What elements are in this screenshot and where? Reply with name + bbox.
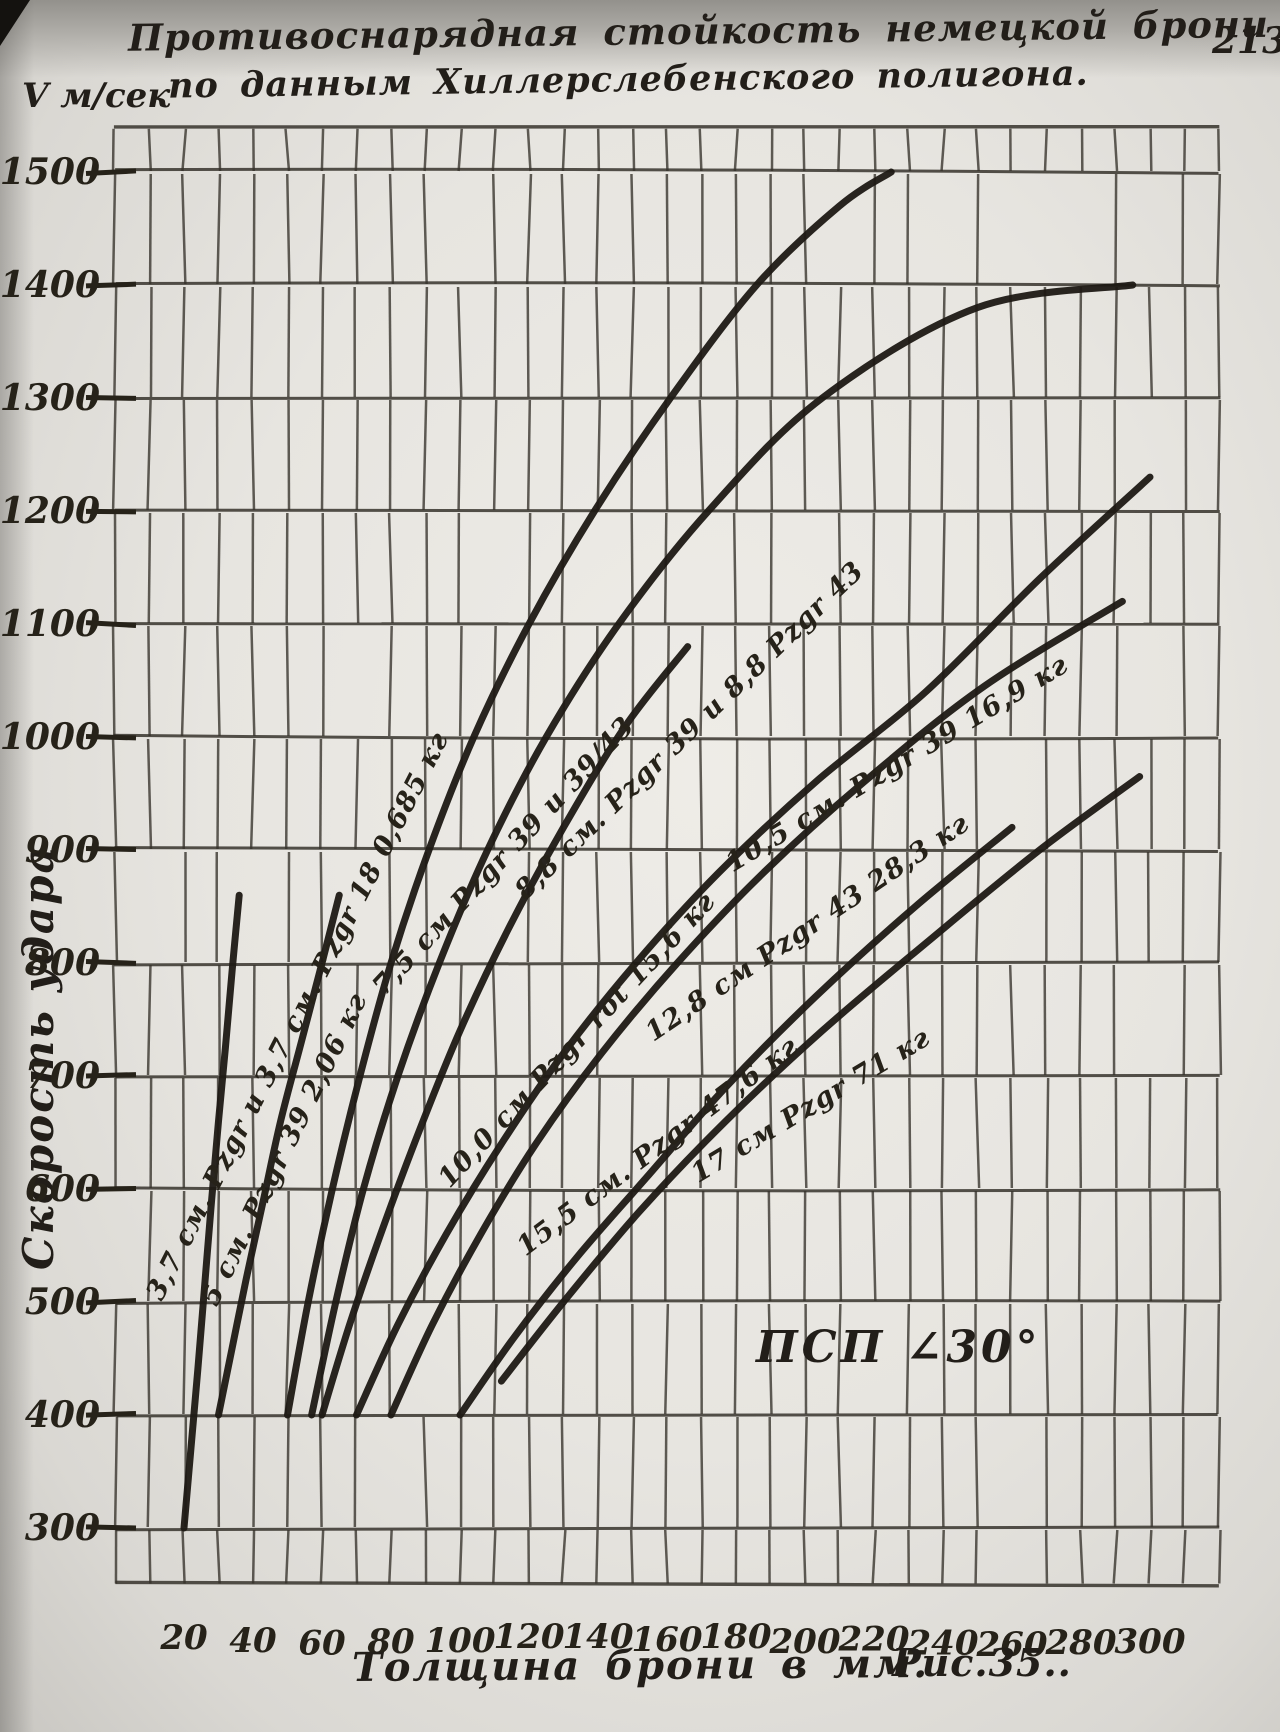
x-tick-label: 100 xyxy=(425,1621,496,1661)
y-tick-label: 1100 xyxy=(0,603,100,645)
y-tick-label: 1000 xyxy=(0,716,100,758)
armor-penetration-curves xyxy=(180,168,1154,1532)
y-tick-label: 1400 xyxy=(0,264,100,306)
y-axis-tick-labels: 300 400 500 600 700 800 900 1000 1100 1200 1300 140… xyxy=(0,151,137,1549)
y-tick-label: 900 xyxy=(25,829,100,871)
x-axis-title: Толщина брони в мм. xyxy=(351,1639,930,1692)
y-tick-label: 700 xyxy=(25,1055,100,1097)
x-tick-label: 20 xyxy=(159,1618,208,1658)
armor-curve-8 xyxy=(456,823,1016,1419)
y-tick-label: 1200 xyxy=(0,490,100,532)
page-number: 213 xyxy=(1212,20,1280,62)
armor-curve-7 xyxy=(387,597,1126,1419)
armor-curve-5 xyxy=(308,281,1137,1419)
x-tick-label: 160 xyxy=(632,1620,703,1660)
y-tick-label: 300 xyxy=(25,1507,100,1549)
curve-label-1: 3,7 см. Pzgr и 3,7 см. Pzgr 18 0,685 кг xyxy=(140,727,455,1305)
x-axis-tick-labels: 20 40 60 80 10012014016018020022024026028030… xyxy=(159,1617,1185,1665)
obliquity-annotation: ПСП ∠30° xyxy=(756,1322,1042,1373)
x-tick-label: 140 xyxy=(563,1617,634,1657)
x-tick-label: 180 xyxy=(701,1617,772,1657)
x-tick-label: 240 xyxy=(907,1623,979,1663)
y-tick-label: 1300 xyxy=(0,377,100,419)
armor-curve-4 xyxy=(318,643,692,1419)
grid-vertical-lines xyxy=(111,128,1223,1584)
armor-curve-9 xyxy=(497,773,1144,1385)
armor-curve-6 xyxy=(353,473,1154,1419)
armor-curve-2 xyxy=(215,891,343,1419)
y-tick-label: 800 xyxy=(24,942,100,984)
curve-label-6: 10,5 см. Pzgr 39 16,9 кг xyxy=(720,649,1074,878)
y-tick-label: 1500 xyxy=(0,151,100,193)
x-tick-label: 220 xyxy=(838,1620,910,1660)
y-tick-label: 400 xyxy=(25,1394,100,1436)
x-tick-label: 260 xyxy=(976,1625,1048,1665)
x-tick-label: 60 xyxy=(298,1623,346,1663)
y-axis-unit-label: V м/сек xyxy=(22,76,171,116)
x-tick-label: 120 xyxy=(494,1617,565,1657)
x-tick-label: 200 xyxy=(769,1622,841,1662)
x-tick-label: 300 xyxy=(1115,1622,1186,1662)
y-tick-label: 500 xyxy=(25,1281,100,1323)
figure-caption: Рис.35.. xyxy=(892,1640,1072,1685)
x-tick-label: 280 xyxy=(1045,1623,1117,1663)
x-tick-label: 80 xyxy=(366,1622,415,1662)
armor-curve-3 xyxy=(284,168,895,1419)
x-tick-label: 40 xyxy=(229,1621,277,1661)
y-tick-label: 600 xyxy=(25,1168,100,1210)
armor-curve-1 xyxy=(180,891,243,1532)
